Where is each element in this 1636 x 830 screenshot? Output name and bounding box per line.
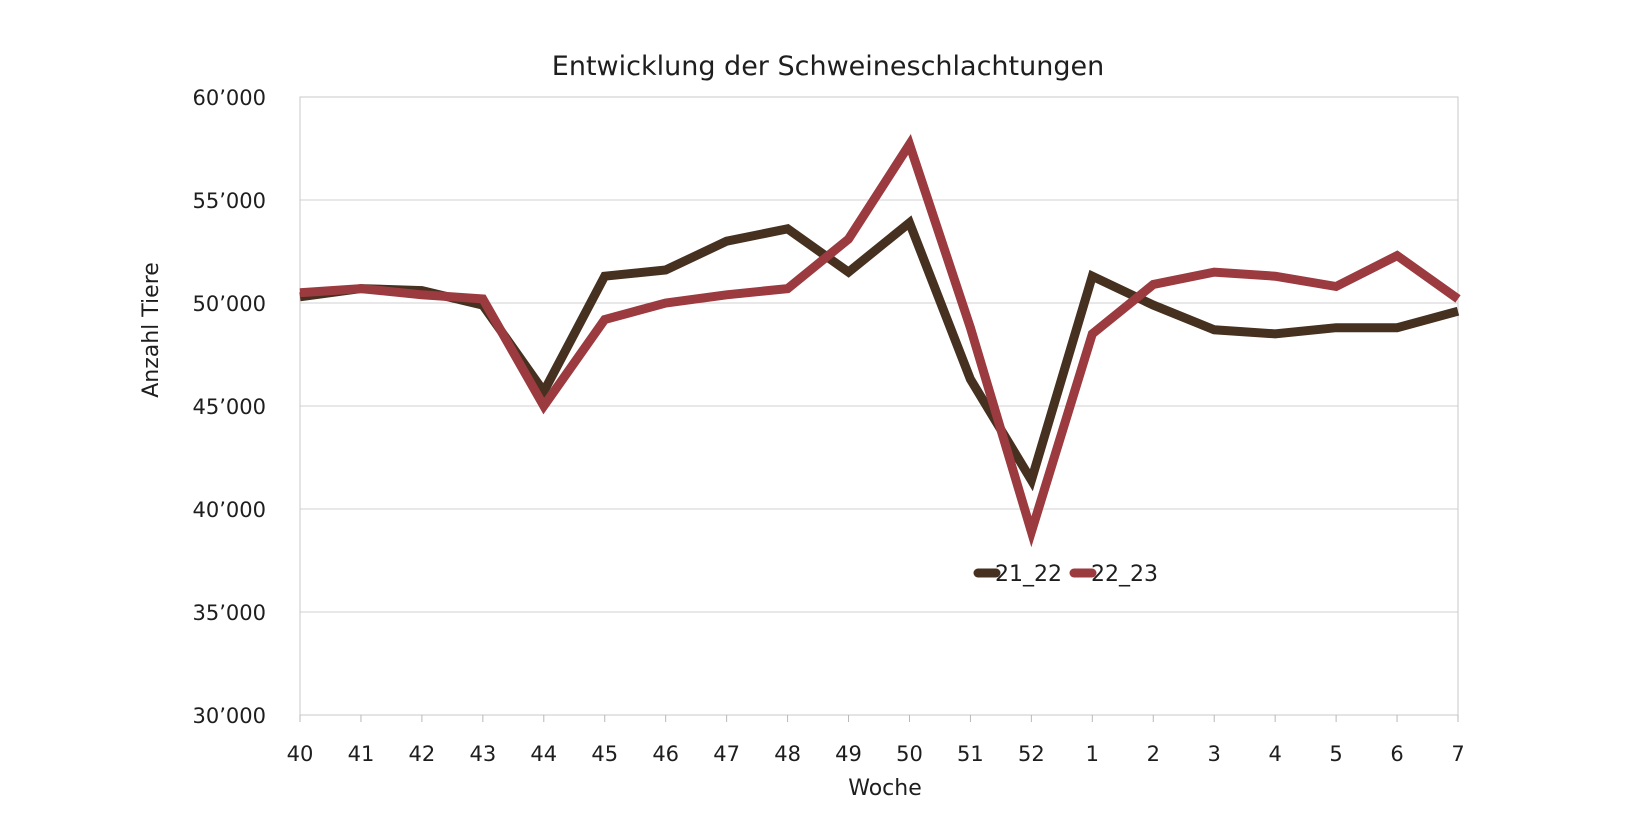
x-tick-label: 5 <box>1329 742 1342 766</box>
y-tick-label: 45’000 <box>193 395 266 419</box>
x-tick-label: 2 <box>1147 742 1160 766</box>
series-line-21_22 <box>299 215 1460 492</box>
y-tick-label: 30’000 <box>193 704 266 728</box>
y-axis-ticks: 30’000 35’000 40’000 45’000 50’000 55’000 60’0… <box>193 86 266 728</box>
x-tick-label: 47 <box>713 742 740 766</box>
series-lines <box>299 134 1461 548</box>
x-tick-label: 50 <box>896 742 923 766</box>
x-tick-label: 43 <box>469 742 496 766</box>
x-tick-label: 45 <box>591 742 618 766</box>
x-tick-label: 48 <box>774 742 801 766</box>
x-tick-label: 1 <box>1086 742 1099 766</box>
x-tick-label: 7 <box>1451 742 1464 766</box>
legend-label: 22_23 <box>1091 562 1158 587</box>
x-tick-label: 41 <box>348 742 375 766</box>
x-axis-ticks: 40 41 42 43 44 45 46 47 48 49 50 51 52 1 2 3 4 5 6 7 <box>287 715 1465 766</box>
y-tick-label: 60’000 <box>193 86 266 110</box>
chart-title: Entwicklung der Schweineschlachtungen <box>552 51 1104 82</box>
legend: 21_22 22_23 <box>973 562 1158 587</box>
legend-label: 21_22 <box>995 562 1062 587</box>
series-line-22_23 <box>299 134 1461 548</box>
x-tick-label: 49 <box>835 742 862 766</box>
y-tick-label: 50’000 <box>193 292 266 316</box>
y-tick-label: 55’000 <box>193 189 266 213</box>
y-tick-label: 40’000 <box>193 498 266 522</box>
y-axis-title: Anzahl Tiere <box>139 262 164 398</box>
x-tick-label: 6 <box>1390 742 1403 766</box>
x-tick-label: 40 <box>287 742 314 766</box>
x-tick-label: 44 <box>530 742 557 766</box>
x-tick-label: 4 <box>1268 742 1281 766</box>
y-tick-label: 35’000 <box>193 601 266 625</box>
plot-area <box>299 96 1459 716</box>
x-tick-label: 42 <box>409 742 436 766</box>
x-axis-title: Woche <box>848 776 922 801</box>
x-tick-label: 46 <box>652 742 679 766</box>
x-tick-label: 51 <box>957 742 984 766</box>
x-tick-label: 3 <box>1208 742 1221 766</box>
x-tick-label: 52 <box>1018 742 1045 766</box>
